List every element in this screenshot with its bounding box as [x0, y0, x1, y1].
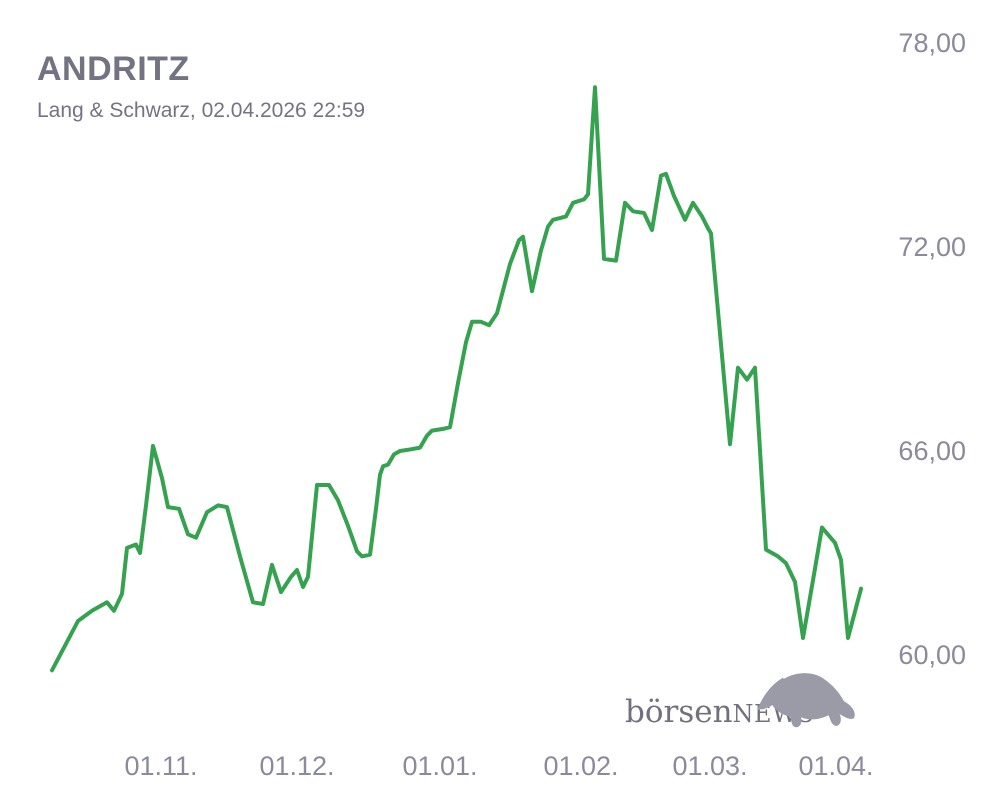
x-axis-label: 01.02.: [543, 751, 619, 781]
chart-subtitle: Lang & Schwarz, 02.04.2026 22:59: [37, 99, 366, 122]
x-axis-label: 01.03.: [672, 751, 748, 781]
bull-icon: [757, 673, 855, 728]
x-axis-label: 01.11.: [124, 751, 198, 781]
x-axis-label: 01.01.: [402, 751, 478, 781]
y-axis-label: 66,00: [898, 436, 966, 466]
chart-title: ANDRITZ: [37, 50, 190, 88]
bull-horn-line: [757, 677, 785, 711]
price-line: [50, 85, 863, 673]
bull-body-shape: [759, 673, 855, 728]
y-axis-label: 72,00: [898, 232, 966, 262]
x-axis-label: 01.12.: [259, 751, 335, 781]
x-axis-label: 01.04.: [798, 751, 874, 781]
logo-text-boersen: börsen: [625, 694, 733, 730]
y-axis-label: 78,00: [898, 28, 966, 58]
y-axis-label: 60,00: [898, 640, 966, 670]
